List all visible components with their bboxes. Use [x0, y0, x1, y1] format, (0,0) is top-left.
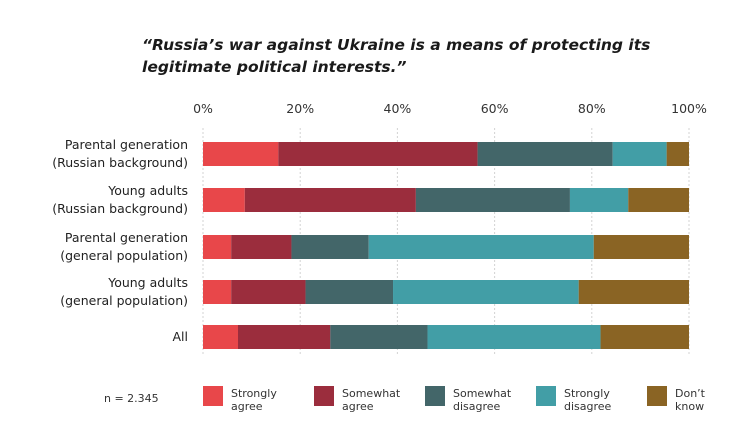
x-tick-label: 40%: [384, 101, 412, 116]
bar-segment: [244, 188, 416, 212]
category-label: Parental generation (Russian background): [52, 137, 188, 170]
bar-segment: [427, 325, 601, 349]
legend-swatch: [425, 386, 445, 406]
legend-label: Don’t know: [675, 387, 705, 413]
bar-segment: [305, 280, 394, 304]
legend-label: Strongly disagree: [564, 387, 612, 413]
bar-segment: [231, 280, 306, 304]
x-tick-label: 100%: [671, 101, 707, 116]
bar-segment: [203, 142, 279, 166]
bar-segment: [203, 325, 238, 349]
bar-segment: [477, 142, 613, 166]
bar-segment: [593, 235, 689, 259]
bar-segment: [569, 188, 629, 212]
bar-segment: [291, 235, 369, 259]
chart-title-line-1: “Russia’s war against Ukraine is a means…: [142, 36, 651, 54]
bar-segment: [600, 325, 689, 349]
bar-segment: [666, 142, 689, 166]
bar-segment: [203, 280, 232, 304]
bar-segment: [231, 235, 292, 259]
legend-swatch: [203, 386, 223, 406]
category-label: Young adults (Russian background): [52, 183, 188, 216]
legend-swatch: [536, 386, 556, 406]
bar-segment: [393, 280, 579, 304]
category-label: Parental generation (general population): [60, 230, 188, 263]
legend-label: Strongly agree: [231, 387, 277, 413]
x-tick-label: 20%: [286, 101, 314, 116]
legend-swatch: [314, 386, 334, 406]
bar-segment: [628, 188, 689, 212]
legend-label: Somewhat agree: [342, 387, 401, 413]
legend-swatch: [647, 386, 667, 406]
legend-label: Somewhat disagree: [453, 387, 512, 413]
chart-title: “Russia’s war against Ukraine is a means…: [142, 34, 650, 78]
bar-segment: [415, 188, 570, 212]
stacked-bar-chart: 0% 20% 40% 60% 80% 100% Parental generation (Ru…: [52, 101, 707, 356]
bar-segment: [578, 280, 689, 304]
sample-size-note: n = 2.345: [104, 392, 159, 405]
category-label: Young adults (general population): [60, 275, 188, 308]
bar-segment: [368, 235, 594, 259]
x-tick-label: 60%: [481, 101, 509, 116]
bar-segment: [203, 188, 245, 212]
bar-segment: [278, 142, 478, 166]
x-tick-label: 0%: [193, 101, 213, 116]
bar-segment: [330, 325, 428, 349]
bar-segment: [237, 325, 331, 349]
bar-segment: [612, 142, 667, 166]
category-label: All: [173, 329, 189, 344]
chart-title-line-2: legitimate political interests.”: [142, 58, 407, 76]
x-tick-label: 80%: [578, 101, 606, 116]
bar-segment: [203, 235, 232, 259]
